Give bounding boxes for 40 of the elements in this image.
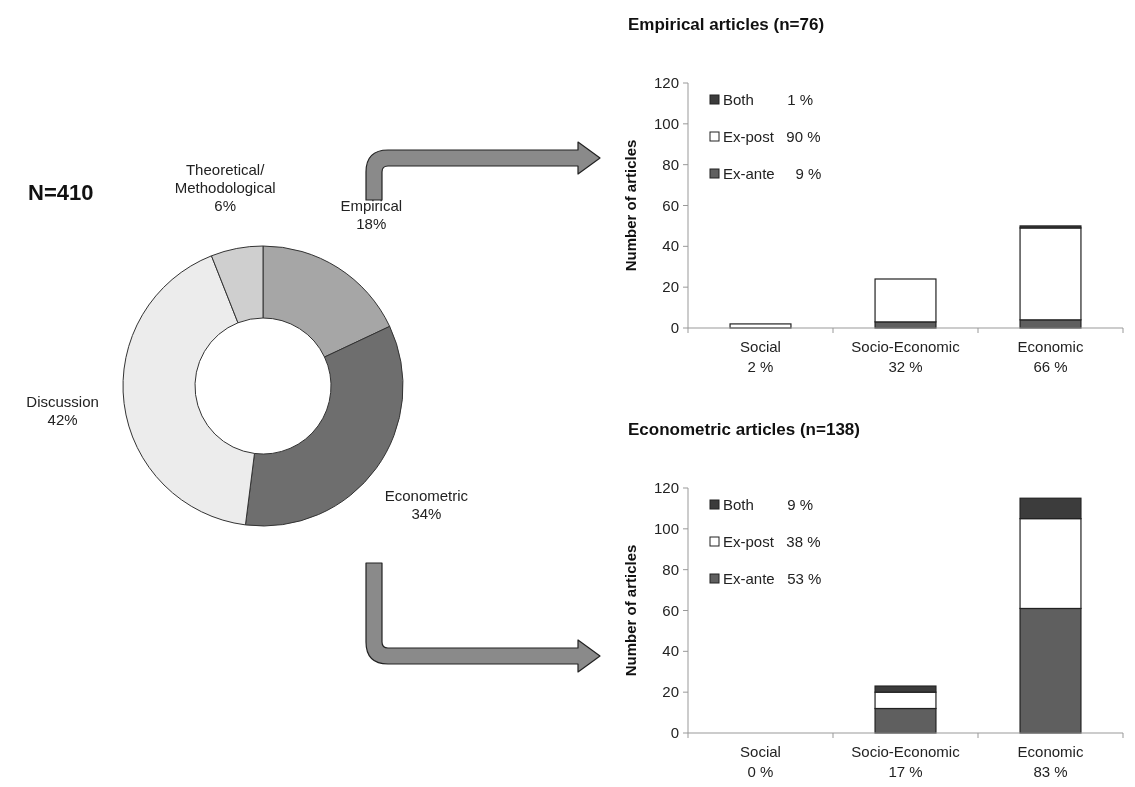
x-tick-label: Economic 83 %: [1017, 743, 1084, 780]
data-label: 18%: [356, 215, 387, 233]
chart-title: Empirical articles (n=76): [628, 15, 825, 34]
slice-label: Econometric: [384, 486, 469, 504]
y-tick-label: 20: [662, 278, 679, 296]
data-label: 34%: [411, 504, 442, 522]
y-tick-label: 80: [662, 155, 679, 173]
x-tick-label: Socio-Economic 17 %: [851, 743, 961, 780]
y-tick-label: 40: [662, 642, 679, 660]
chart-title: Econometric articles (n=138): [628, 420, 860, 439]
x-tick-label: Social 2 %: [740, 338, 781, 375]
y-tick-label: 120: [653, 479, 679, 496]
slice-label: Empirical: [340, 197, 403, 215]
y-tick-label: 60: [662, 601, 679, 619]
slice-label: Discussion: [26, 393, 99, 411]
y-tick-label: 40: [662, 237, 679, 255]
x-tick-label: Social 0 %: [740, 743, 781, 780]
y-tick-label: 60: [662, 196, 679, 214]
x-tick-label: Economic 66 %: [1017, 338, 1084, 375]
legend-label: Ex-ante 9 %: [723, 165, 822, 182]
data-label: 6%: [214, 196, 236, 214]
y-tick-label: 100: [653, 519, 679, 537]
x-tick-label: Socio-Economic 32 %: [851, 338, 961, 375]
slice-label: Theoretical/ Methodological: [174, 160, 276, 196]
legend-label: Both 9 %: [723, 496, 814, 513]
y-tick-label: 120: [653, 74, 679, 91]
legend-label: Ex-ante 53 %: [723, 570, 822, 587]
y-tick-label: 20: [662, 683, 679, 701]
text: N=410: [28, 180, 94, 205]
y-axis-title: Number of articles: [622, 139, 639, 272]
y-tick-label: 80: [662, 560, 679, 578]
bar: [874, 278, 937, 323]
legend-label: Ex-post 38 %: [723, 533, 821, 550]
y-axis-title: Number of articles: [622, 544, 639, 677]
y-tick-label: 100: [653, 114, 679, 132]
y-tick-label: 0: [670, 319, 679, 336]
legend-label: Ex-post 90 %: [723, 128, 821, 145]
y-tick-label: 0: [670, 724, 679, 741]
data-label: 42%: [47, 411, 78, 429]
legend-label: Both 1 %: [723, 91, 814, 108]
